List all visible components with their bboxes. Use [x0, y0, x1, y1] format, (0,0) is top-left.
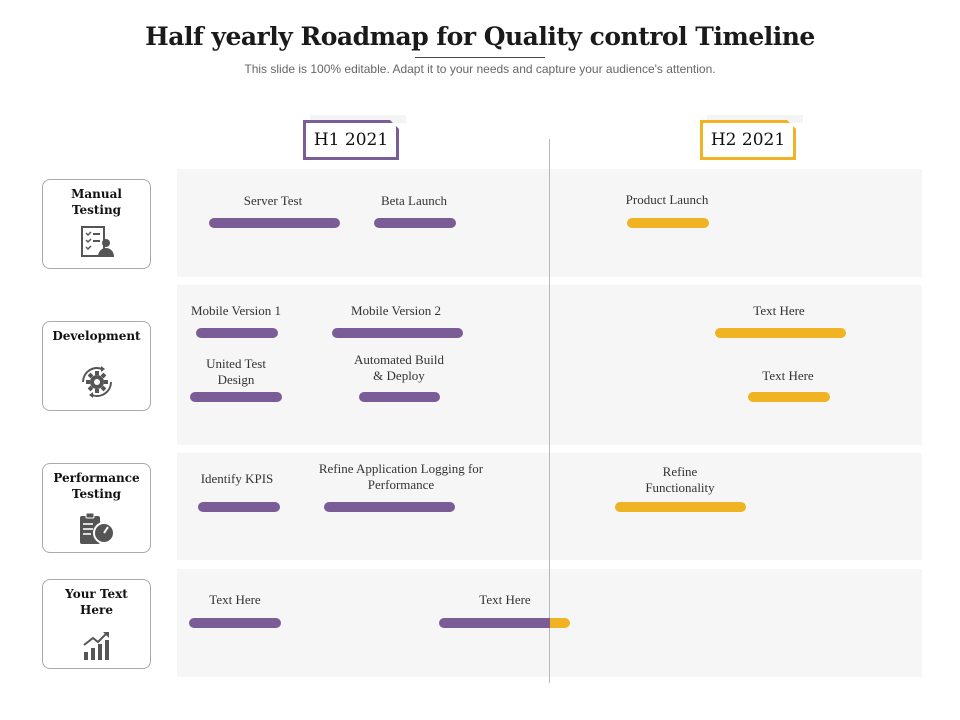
- task-label-identify-kpis: Identify KPIS: [200, 471, 274, 486]
- task-label-dev-text-2: Text Here: [762, 368, 814, 383]
- category-label: Your Text Here: [65, 587, 128, 617]
- period-h1-label: H1 2021: [303, 120, 399, 160]
- task-bar-mobile-version-2: [332, 328, 463, 338]
- category-your-text: Your Text Here: [42, 579, 151, 669]
- category-label: Development: [52, 329, 141, 343]
- period-h1-shadow: [310, 115, 406, 123]
- slide-title: Half yearly Roadmap for Quality control …: [145, 22, 815, 51]
- task-bar-custom-text-1: [189, 618, 281, 628]
- title-underline: [415, 57, 545, 58]
- task-label-united-test-design: United Test Design: [206, 356, 266, 387]
- task-bar-dev-text-2: [748, 392, 830, 402]
- slide-subtitle: This slide is 100% editable. Adapt it to…: [244, 62, 716, 76]
- gear-cycle-icon: [43, 360, 150, 404]
- task-bar-automated-build: [359, 392, 440, 402]
- task-label-mobile-version-1: Mobile Version 1: [190, 303, 282, 318]
- task-bar-refine-logging: [324, 502, 455, 512]
- task-label-refine-logging: Refine Application Logging for Performan…: [318, 461, 484, 492]
- task-label-server-test: Server Test: [243, 193, 303, 208]
- task-label-dev-text-1: Text Here: [753, 303, 805, 318]
- clipboard-gauge-icon: [43, 512, 150, 546]
- task-label-mobile-version-2: Mobile Version 2: [350, 303, 442, 318]
- task-label-custom-text-1: Text Here: [209, 592, 261, 607]
- task-bar-server-test: [209, 218, 340, 228]
- category-label: Manual Testing: [71, 187, 122, 217]
- period-h2-shadow: [707, 115, 803, 123]
- task-bar-mobile-version-1: [196, 328, 278, 338]
- task-label-product-launch: Product Launch: [625, 192, 709, 207]
- task-bar-identify-kpis: [198, 502, 280, 512]
- task-bar-custom-text-2-h1: [439, 618, 550, 628]
- category-label: Performance Testing: [53, 471, 140, 501]
- growth-chart-icon: [43, 630, 150, 662]
- task-bar-product-launch: [627, 218, 709, 228]
- task-label-refine-functionality: Refine Functionality: [645, 464, 715, 495]
- task-label-automated-build: Automated Build & Deploy: [354, 352, 444, 383]
- category-development: Development: [42, 321, 151, 411]
- task-label-custom-text-2: Text Here: [479, 592, 531, 607]
- task-bar-custom-text-2-h2: [540, 618, 570, 628]
- task-bar-dev-text-1: [715, 328, 846, 338]
- checklist-person-icon: [43, 224, 150, 260]
- period-h2-label: H2 2021: [700, 120, 796, 160]
- task-bar-beta-launch: [374, 218, 456, 228]
- task-bar-refine-functionality: [615, 502, 746, 512]
- category-manual-testing: Manual Testing: [42, 179, 151, 269]
- half-year-divider: [549, 139, 550, 683]
- task-bar-united-test-design: [190, 392, 282, 402]
- task-label-beta-launch: Beta Launch: [380, 193, 448, 208]
- category-performance-testing: Performance Testing: [42, 463, 151, 553]
